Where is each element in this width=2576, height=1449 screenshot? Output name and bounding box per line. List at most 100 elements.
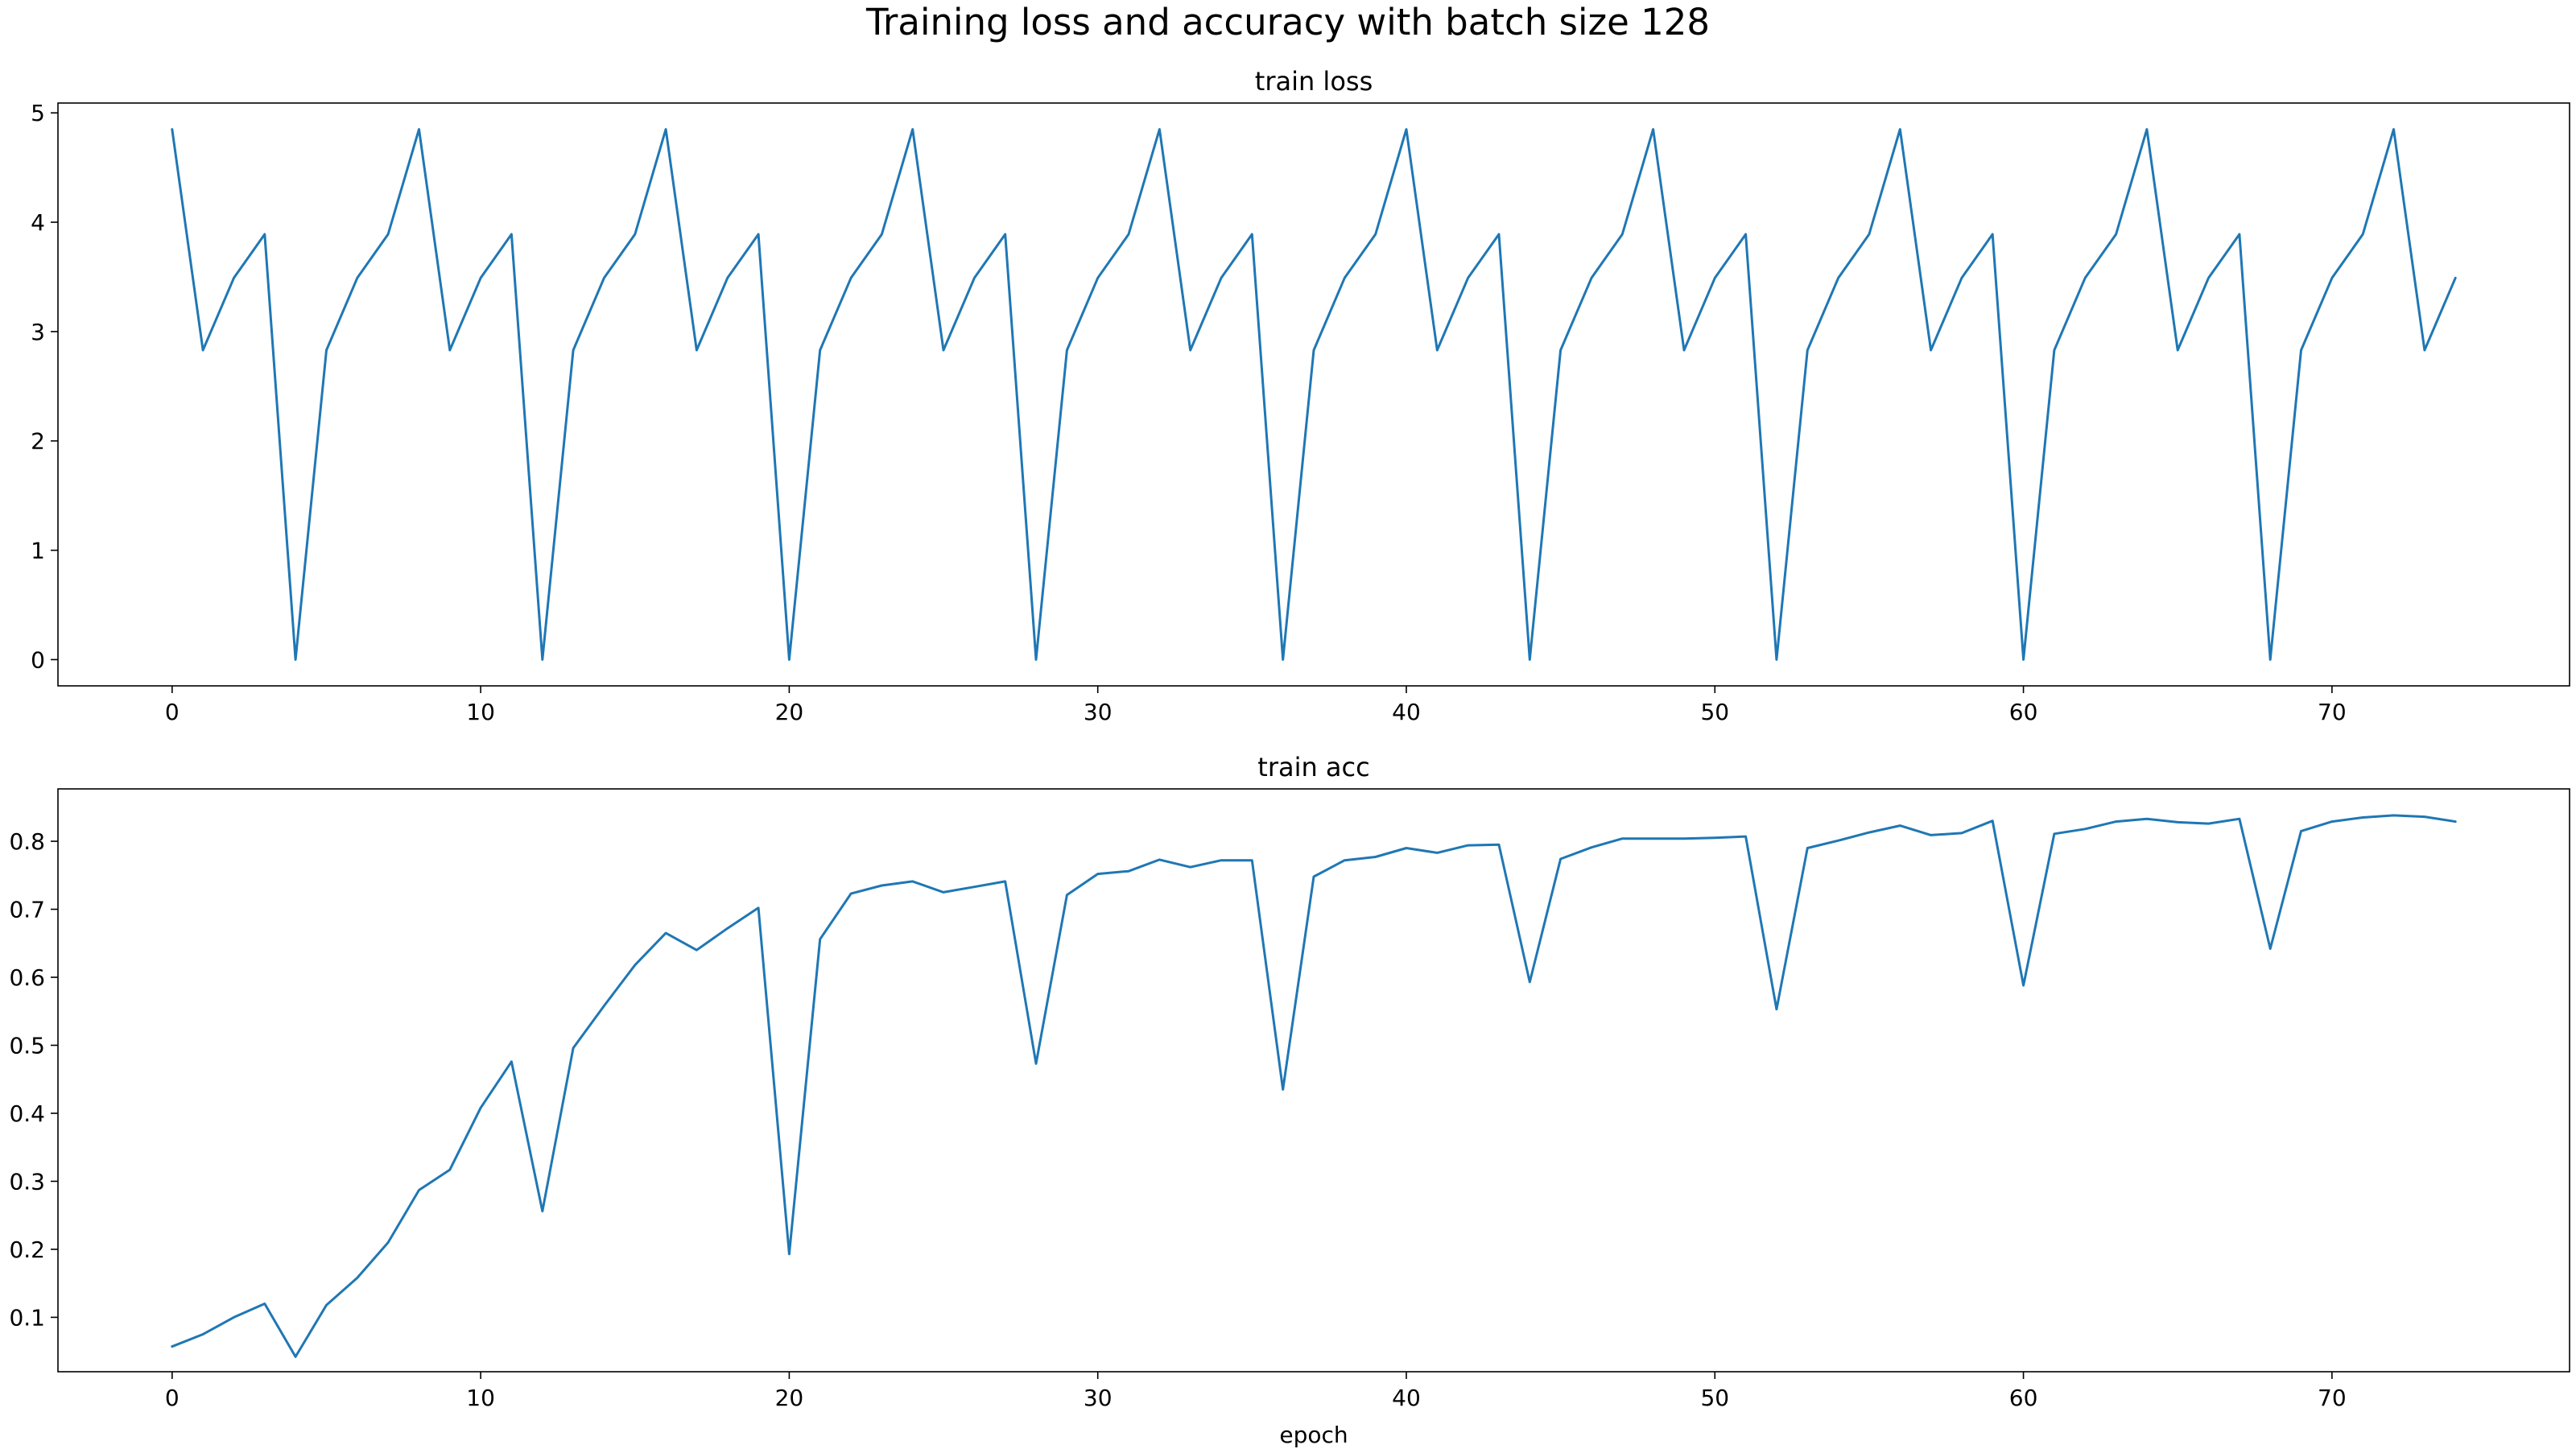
chart-2-data-point bbox=[2268, 947, 2273, 951]
chart-2-series-line bbox=[171, 814, 2457, 1358]
chart-1-data-point bbox=[2021, 658, 2025, 662]
chart-2-data-point bbox=[540, 1209, 544, 1213]
chart-2-data-point bbox=[2392, 813, 2396, 817]
chart-2-data-point bbox=[757, 906, 761, 910]
chart-2-data-point bbox=[2021, 984, 2025, 988]
chart-2-data-point bbox=[2114, 819, 2118, 824]
chart-1-data-point bbox=[1806, 349, 1810, 353]
chart-1-data-point bbox=[1003, 233, 1007, 237]
chart-2-data-point bbox=[2330, 819, 2334, 824]
chart-1-ytick-label: 3 bbox=[31, 319, 45, 345]
chart-2-data-point bbox=[1281, 1088, 1285, 1092]
chart-1-data-point bbox=[2176, 349, 2180, 353]
chart-2-data-point bbox=[1867, 831, 1871, 835]
chart-1-data-point bbox=[572, 349, 576, 353]
chart-2-data-point bbox=[1003, 879, 1007, 883]
chart-2-ytick-label: 0.6 bbox=[9, 964, 45, 991]
chart-1-data-point bbox=[2237, 233, 2241, 237]
chart-1-data-point bbox=[2207, 276, 2211, 280]
chart-2-data-point bbox=[2422, 815, 2426, 819]
chart-2-data-point bbox=[2237, 817, 2241, 821]
chart-1-data-point bbox=[1682, 349, 1686, 353]
chart-2-data-point bbox=[2083, 827, 2087, 831]
chart-2-xtick-label: 0 bbox=[165, 1385, 180, 1411]
chart-1-data-point bbox=[448, 349, 452, 353]
chart-1-data-point bbox=[972, 276, 976, 280]
chart-1-data-point bbox=[417, 127, 421, 131]
chart-1-data-point bbox=[1466, 276, 1470, 280]
chart-2-data-point bbox=[602, 1004, 606, 1008]
chart-1-data-point bbox=[232, 276, 236, 280]
chart-1-data-point bbox=[1744, 233, 1748, 237]
chart-1-xtick-label: 40 bbox=[1392, 699, 1421, 725]
chart-2-data-point bbox=[1590, 845, 1594, 849]
chart-1-data-point bbox=[1281, 658, 1285, 662]
chart-1-data-point bbox=[2114, 233, 2118, 237]
chart-1-data-point bbox=[1929, 349, 1933, 353]
chart-2-xlabel: epoch bbox=[1279, 1422, 1348, 1448]
chart-1-data-point bbox=[2392, 127, 2396, 131]
chart-1-data-point bbox=[1651, 127, 1655, 131]
chart-1-data-point bbox=[2083, 276, 2087, 280]
chart-1-data-point bbox=[1405, 127, 1409, 131]
chart-2-data-point bbox=[324, 1303, 328, 1307]
chart-2-data-point bbox=[262, 1302, 266, 1306]
chart-1-data-point bbox=[2330, 276, 2334, 280]
chart-1-data-point bbox=[2145, 127, 2149, 131]
chart-1-data-point bbox=[1250, 233, 1254, 237]
chart-1-data-point bbox=[1959, 276, 1963, 280]
chart-1-data-point bbox=[386, 233, 390, 237]
chart-1-data-point bbox=[355, 276, 359, 280]
chart-2-data-point bbox=[818, 937, 822, 941]
chart-1-data-point bbox=[1220, 276, 1224, 280]
chart-2-data-point bbox=[910, 879, 914, 883]
chart-1-xtick-label: 0 bbox=[165, 699, 180, 725]
chart-2-data-point bbox=[201, 1332, 205, 1336]
chart-2-xtick-label: 40 bbox=[1392, 1385, 1421, 1411]
chart-2-data-point bbox=[479, 1106, 483, 1110]
chart-2-data-point bbox=[572, 1046, 576, 1050]
chart-2-data-point bbox=[355, 1276, 359, 1280]
chart-2-data-point bbox=[232, 1315, 236, 1319]
chart-2-data-point bbox=[1497, 843, 1501, 847]
chart-1-data-point bbox=[787, 658, 791, 662]
chart-1-data-point bbox=[324, 349, 328, 353]
chart-1-data-point bbox=[510, 233, 514, 237]
chart-2-data-point bbox=[1096, 872, 1100, 876]
chart-1-data-point bbox=[849, 276, 853, 280]
chart-2-ytick-label: 0.2 bbox=[9, 1236, 45, 1263]
chart-2-ytick-label: 0.4 bbox=[9, 1100, 45, 1127]
chart-2-data-point bbox=[1806, 846, 1810, 850]
chart-1-ytick-label: 4 bbox=[31, 209, 45, 236]
chart-1-data-point bbox=[1312, 349, 1316, 353]
chart-2-data-point bbox=[1435, 851, 1439, 855]
chart-2-data-point bbox=[2176, 820, 2180, 824]
chart-1-data-point bbox=[2299, 349, 2303, 353]
chart-2-data-point bbox=[787, 1252, 791, 1256]
chart-1-data-point bbox=[1373, 233, 1377, 237]
chart-2-axes-frame bbox=[57, 788, 2570, 1373]
chart-1-data-point bbox=[725, 276, 729, 280]
chart-2-data-point bbox=[880, 884, 884, 888]
chart-1-data-point bbox=[1620, 233, 1624, 237]
chart-2-data-point bbox=[1991, 819, 1995, 823]
chart-2-data-point bbox=[1713, 836, 1717, 840]
chart-1-data-point bbox=[2361, 233, 2365, 237]
chart-2-data-point bbox=[1220, 858, 1224, 862]
chart-2-xtick-label: 10 bbox=[466, 1385, 495, 1411]
chart-1-data-point bbox=[2454, 276, 2458, 280]
chart-1-data-point bbox=[1034, 658, 1038, 662]
chart-2-data-point bbox=[448, 1168, 452, 1172]
chart-2-data-point bbox=[695, 948, 699, 952]
chart-2-xtick-label: 50 bbox=[1700, 1385, 1729, 1411]
chart-2-data-point bbox=[972, 885, 976, 889]
chart-2-data-point bbox=[417, 1188, 421, 1192]
chart-1-data-point bbox=[1590, 276, 1594, 280]
chart-1-data-point bbox=[2422, 349, 2426, 353]
chart-2-data-point bbox=[294, 1355, 298, 1359]
chart-2-data-point bbox=[386, 1241, 390, 1245]
chart-1-data-point bbox=[1991, 233, 1995, 237]
chart-1-data-point bbox=[2268, 658, 2273, 662]
chart-2-data-point bbox=[1127, 869, 1131, 873]
